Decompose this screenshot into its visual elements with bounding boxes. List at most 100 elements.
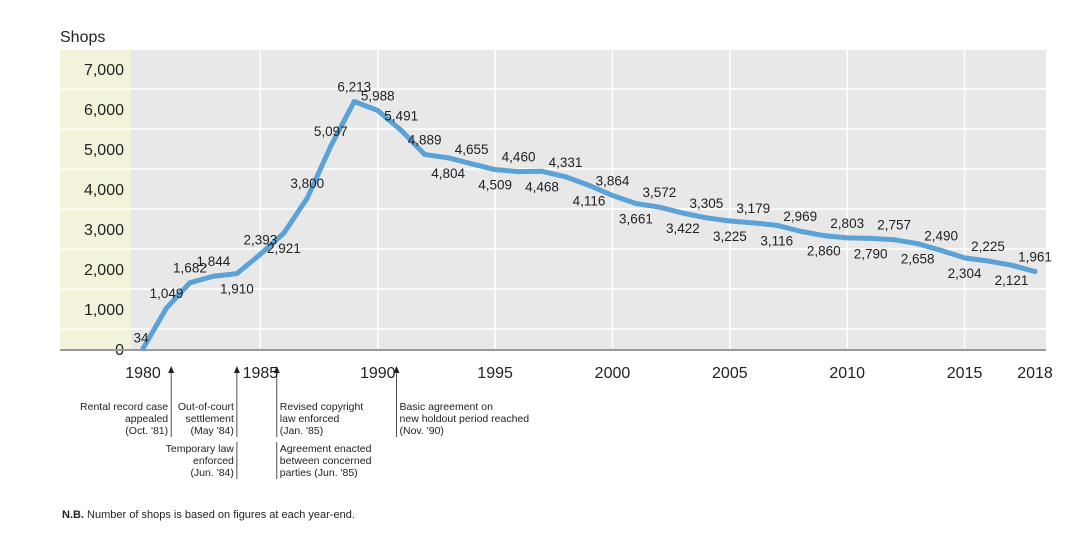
annotation-text: (Jun. '84) <box>190 467 233 479</box>
y-tick-label: 1,000 <box>84 302 124 319</box>
data-point <box>985 258 991 264</box>
annotation-text: Basic agreement on <box>400 401 494 413</box>
data-label: 4,468 <box>525 179 559 194</box>
annotation-text: (Oct. '81) <box>125 425 168 437</box>
data-label: 4,804 <box>431 166 465 181</box>
data-point <box>539 168 545 174</box>
annotation-text: between concerned <box>280 455 372 467</box>
annotation-text: Agreement enacted <box>280 443 372 455</box>
data-point <box>609 192 615 198</box>
data-label: 1,682 <box>173 261 207 276</box>
data-label: 4,460 <box>502 150 536 165</box>
data-label: 34 <box>133 331 149 346</box>
data-point <box>797 228 803 234</box>
data-label: 4,116 <box>573 193 606 208</box>
data-point <box>398 127 404 133</box>
annotation-arrow <box>393 366 400 373</box>
data-label: 2,225 <box>971 239 1005 254</box>
y-tick-label: 3,000 <box>84 222 124 239</box>
footnote: N.B. Number of shops is based on figures… <box>62 509 355 521</box>
annotation-arrow <box>168 366 175 373</box>
data-label: 3,116 <box>760 233 793 248</box>
annotation-arrow <box>273 366 280 373</box>
annotation-text: Out-of-court <box>178 401 234 413</box>
data-label: 2,969 <box>783 209 817 224</box>
annotation-text: Rental record case <box>80 401 168 413</box>
data-point <box>210 273 216 279</box>
data-label: 3,572 <box>643 185 677 200</box>
data-point <box>891 237 897 243</box>
data-point <box>586 182 592 188</box>
x-tick-label: 2005 <box>712 365 748 382</box>
data-point <box>375 107 381 113</box>
data-label: 1,049 <box>150 286 184 301</box>
y-axis-label: Shops <box>60 29 105 46</box>
x-tick-label: 1990 <box>360 365 396 382</box>
annotation-text: Revised copyright <box>280 401 364 413</box>
data-point <box>656 204 662 210</box>
footnote-bold: N.B. <box>62 509 84 521</box>
x-tick-label: 1995 <box>477 365 513 382</box>
data-point <box>1032 269 1038 275</box>
data-label: 5,491 <box>384 108 418 123</box>
x-tick-label: 2000 <box>595 365 631 382</box>
data-label: 2,860 <box>807 244 841 259</box>
footnote-text: Number of shops is based on figures at e… <box>84 509 355 521</box>
annotation-text: parties (Jun. '85) <box>280 467 358 479</box>
data-label: 4,509 <box>478 178 512 193</box>
data-point <box>844 235 850 241</box>
data-label: 5,988 <box>361 88 395 103</box>
data-label: 2,304 <box>948 266 982 281</box>
data-label: 1,961 <box>1018 250 1052 265</box>
data-label: 3,422 <box>666 221 700 236</box>
data-point <box>140 346 146 352</box>
data-label: 5,097 <box>314 124 348 139</box>
data-point <box>516 169 522 175</box>
data-label: 3,305 <box>689 196 723 211</box>
data-label: 4,331 <box>549 155 583 170</box>
data-label: 2,921 <box>267 241 301 256</box>
data-label: 2,757 <box>877 218 911 233</box>
data-label: 3,179 <box>736 201 770 216</box>
data-point <box>938 247 944 253</box>
data-label: 3,225 <box>713 229 747 244</box>
annotation-text: (Nov. '90) <box>400 425 444 437</box>
annotation-text: Temporary law <box>166 443 235 455</box>
data-point <box>727 218 733 224</box>
data-point <box>750 220 756 226</box>
data-point <box>563 174 569 180</box>
data-point <box>469 161 475 167</box>
data-point <box>962 255 968 261</box>
annotation-text: settlement <box>185 413 234 425</box>
x-tick-label: 2010 <box>829 365 865 382</box>
data-point <box>492 167 498 173</box>
data-point <box>703 215 709 221</box>
y-tick-label: 7,000 <box>84 62 124 79</box>
data-label: 2,393 <box>243 232 277 247</box>
data-label: 3,864 <box>596 173 630 188</box>
data-point <box>915 241 921 247</box>
data-label: 2,803 <box>830 216 864 231</box>
annotation-text: enforced <box>193 455 234 467</box>
annotation-arrow <box>233 366 240 373</box>
data-label: 2,658 <box>901 252 935 267</box>
data-point <box>680 210 686 216</box>
data-point <box>163 305 169 311</box>
y-tick-label: 2,000 <box>84 262 124 279</box>
data-point <box>774 222 780 228</box>
annotation-text: (May '84) <box>190 425 233 437</box>
annotation-text: new holdout period reached <box>400 413 530 425</box>
annotation-text: law enforced <box>280 413 340 425</box>
data-point <box>1009 262 1015 268</box>
data-point <box>351 98 357 104</box>
x-tick-label: 2018 <box>1017 365 1053 382</box>
data-label: 4,655 <box>455 142 489 157</box>
data-point <box>422 151 428 157</box>
y-axis-band <box>60 50 131 350</box>
y-tick-label: 6,000 <box>84 102 124 119</box>
x-tick-label: 1985 <box>243 365 279 382</box>
x-tick-label: 2015 <box>947 365 983 382</box>
data-label: 2,121 <box>995 273 1029 288</box>
data-label: 4,889 <box>408 132 442 147</box>
